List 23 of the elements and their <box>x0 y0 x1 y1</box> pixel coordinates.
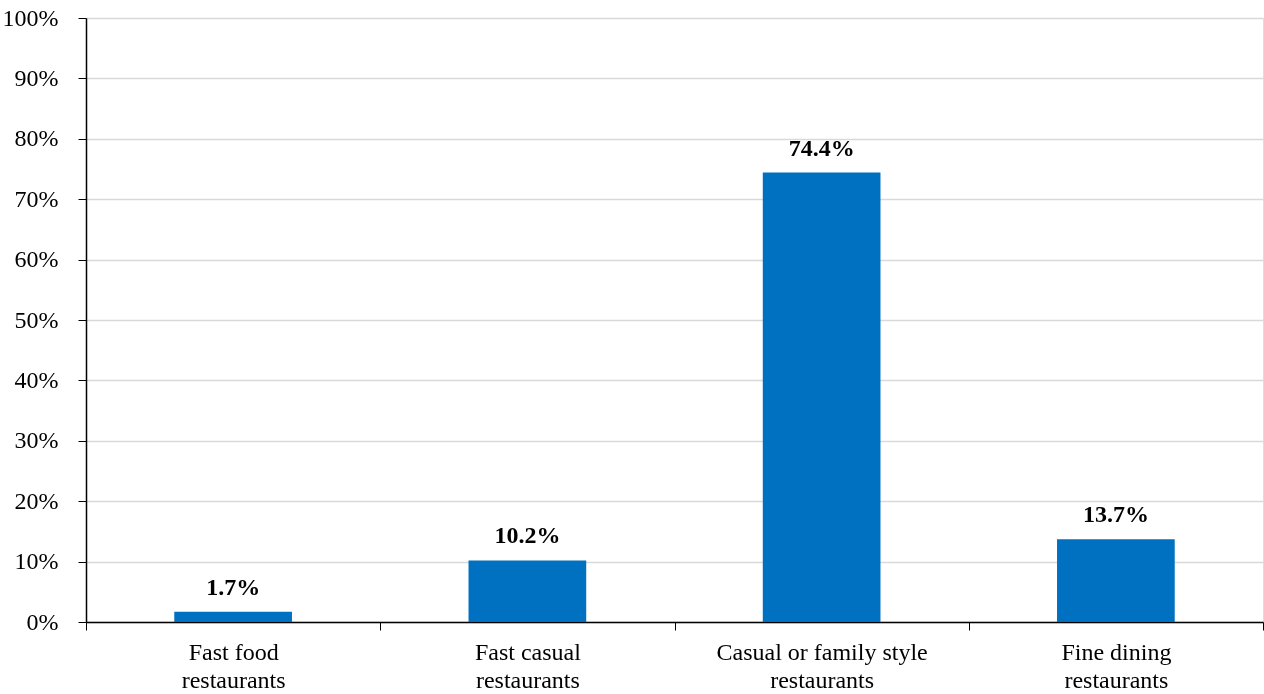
x-tick-label: Fast casual restaurants <box>474 638 582 693</box>
y-tick-label: 0% <box>26 608 59 635</box>
y-tick-label: 40% <box>14 366 59 393</box>
data-label: 1.7% <box>206 573 261 600</box>
y-tick-label: 60% <box>14 246 59 273</box>
y-tick-label: 50% <box>14 306 59 333</box>
x-tick-label: Casual or family style restaurants <box>716 638 928 693</box>
bar <box>174 611 292 622</box>
bar <box>762 172 881 622</box>
data-label: 13.7% <box>1082 501 1149 528</box>
data-label: 10.2% <box>494 522 561 549</box>
y-tick-label: 10% <box>14 548 59 575</box>
x-tick-label: Fast food restaurants <box>181 638 286 693</box>
bar <box>468 560 587 622</box>
y-tick-label: 20% <box>14 487 59 514</box>
y-tick-label: 90% <box>14 64 59 91</box>
bar <box>1057 539 1175 622</box>
y-tick-label: 80% <box>14 125 59 152</box>
data-label: 74.4% <box>788 134 855 161</box>
x-tick-label: Fine dining restaurants <box>1061 638 1172 693</box>
y-tick-label: 100% <box>2 4 59 31</box>
y-tick-label: 70% <box>14 185 59 212</box>
y-tick-label: 30% <box>14 427 59 454</box>
